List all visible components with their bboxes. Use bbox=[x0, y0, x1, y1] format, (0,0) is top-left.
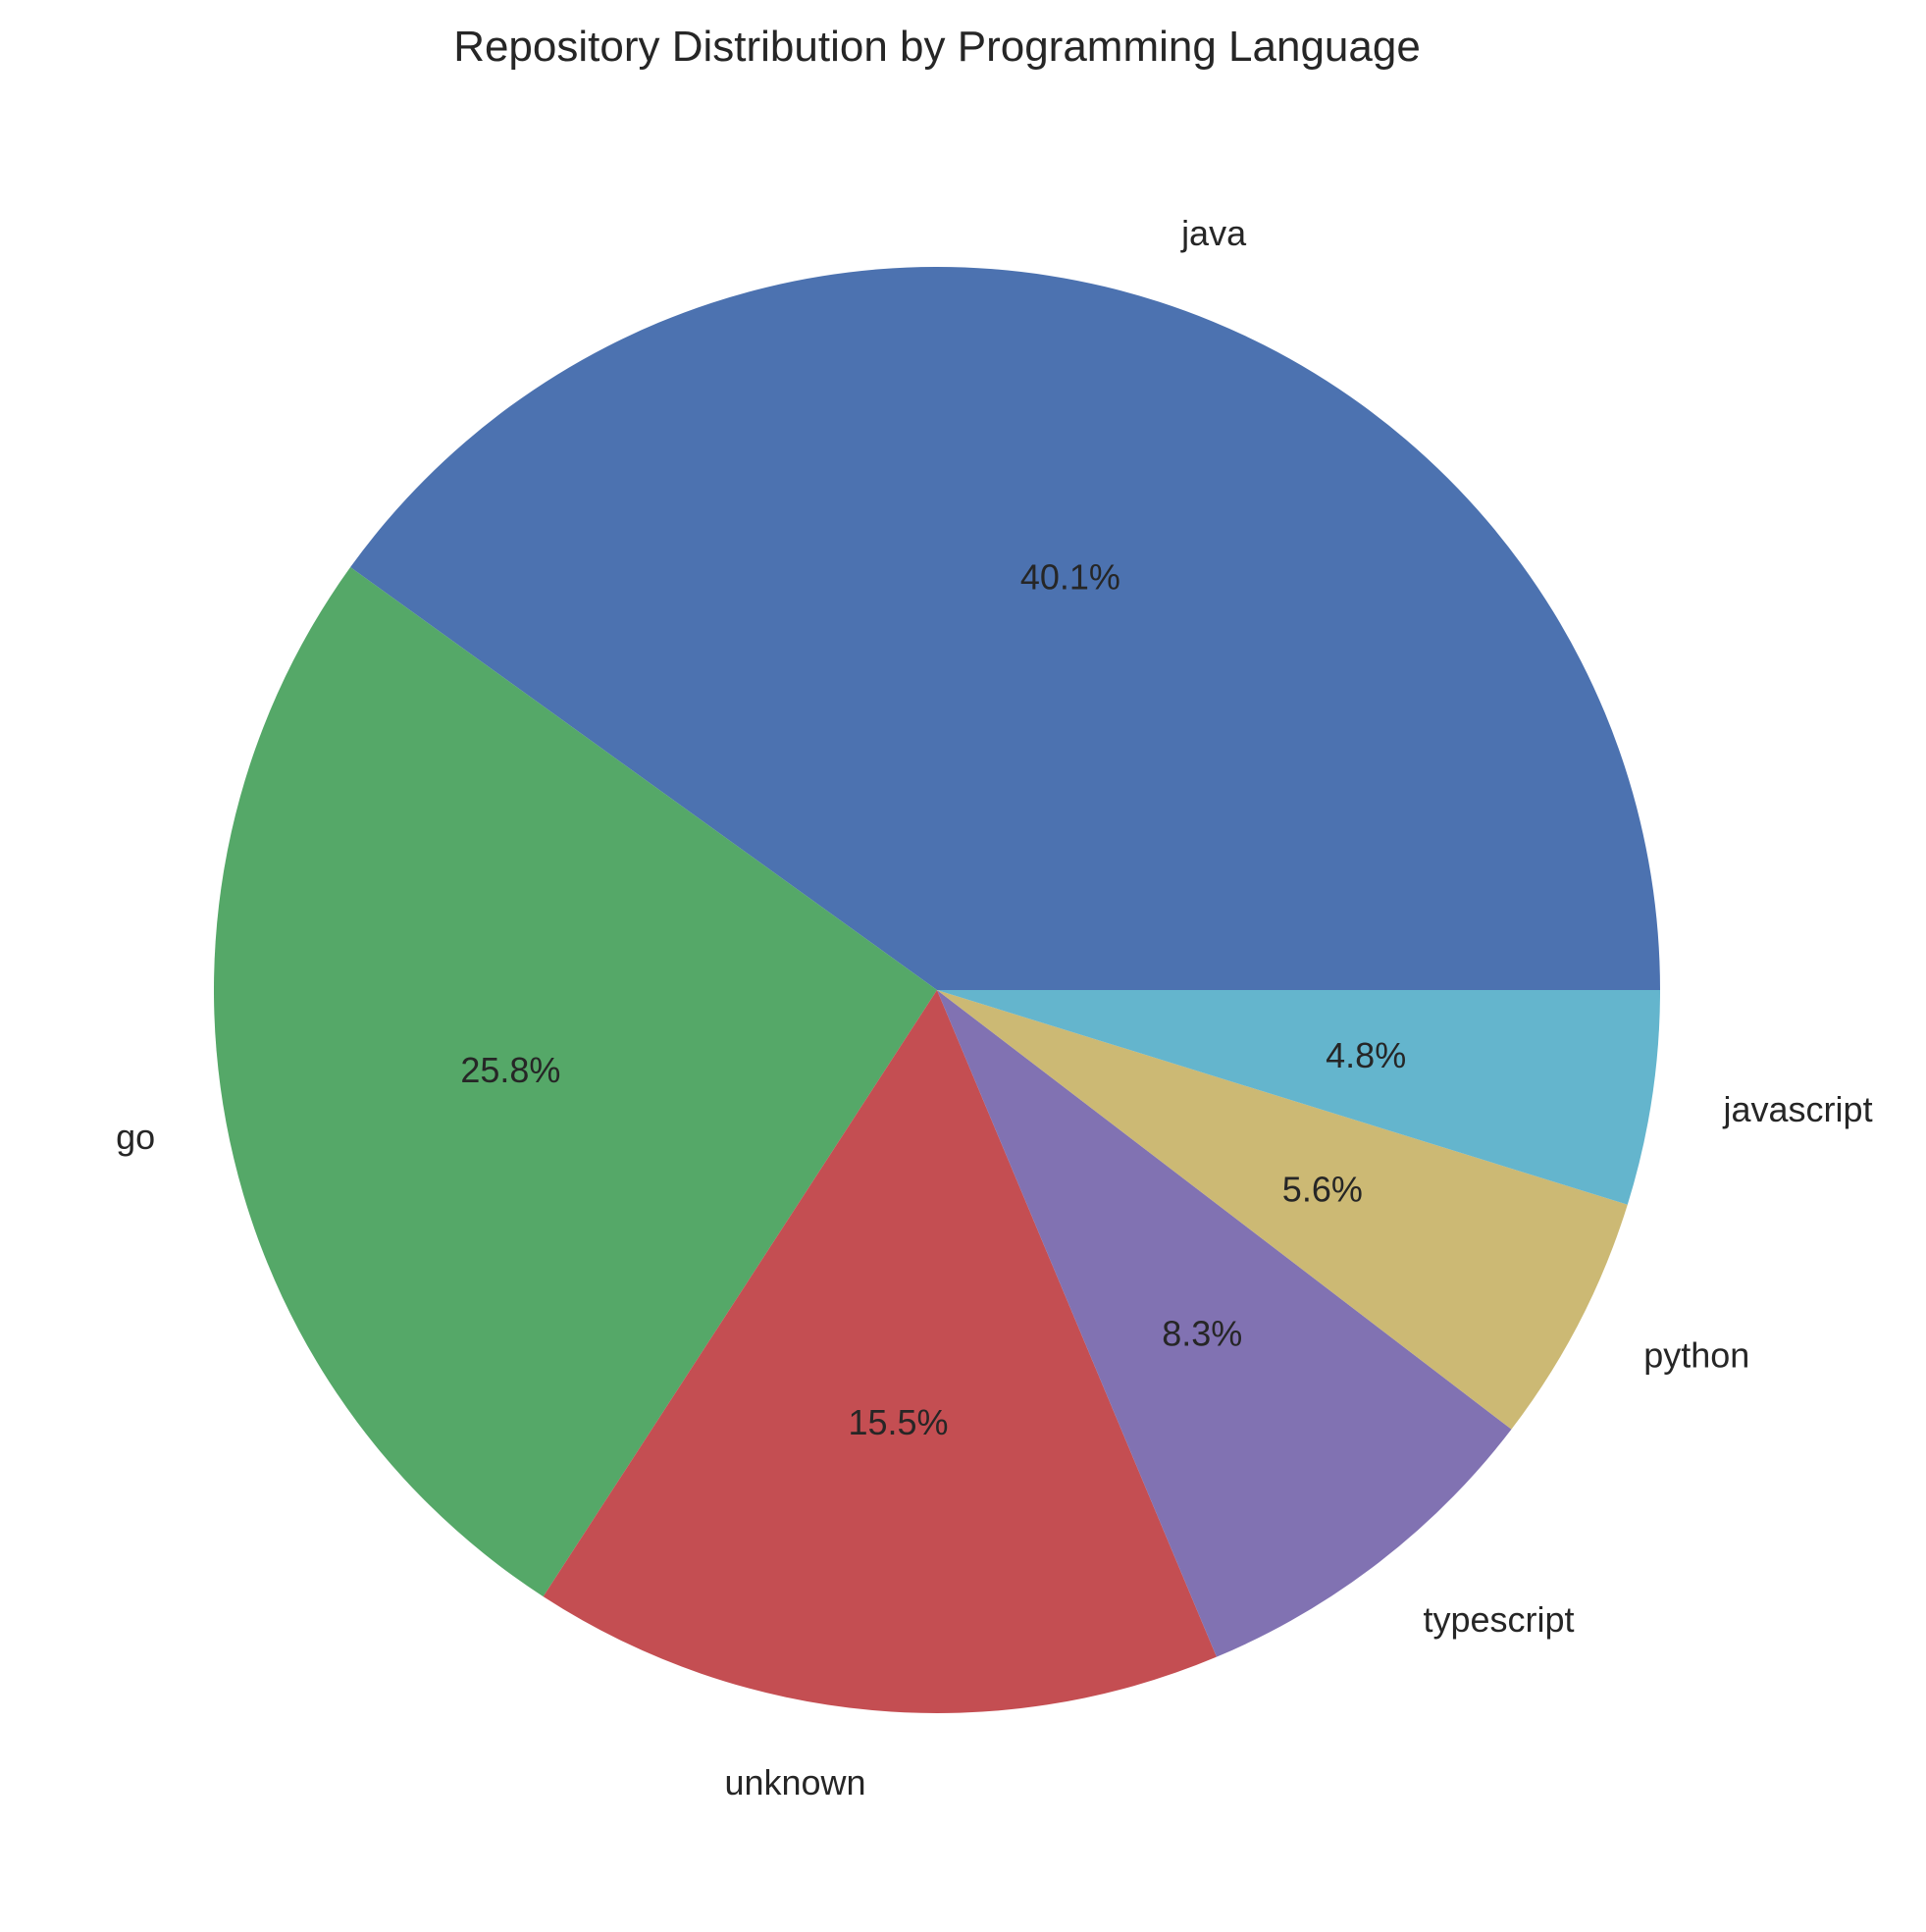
pct-label-java: 40.1% bbox=[1020, 557, 1120, 598]
pie-labels: java 40.1% go 25.8% unknown 15.5% typescript 8.… bbox=[116, 213, 1872, 1802]
pie-slice-java bbox=[350, 267, 1661, 991]
pie-slice-python bbox=[937, 990, 1628, 1430]
pie-slice-javascript bbox=[937, 990, 1660, 1205]
slice-label-typescript: typescript bbox=[1423, 1599, 1574, 1640]
pct-label-typescript: 8.3% bbox=[1162, 1314, 1242, 1354]
pie-slices bbox=[213, 267, 1661, 1713]
pie-slice-go bbox=[213, 567, 937, 1597]
slice-label-python: python bbox=[1643, 1335, 1749, 1376]
slice-label-go: go bbox=[116, 1117, 155, 1157]
pct-label-unknown: 15.5% bbox=[848, 1402, 948, 1442]
chart-title: Repository Distribution by Programming L… bbox=[453, 23, 1421, 71]
pct-label-python: 5.6% bbox=[1282, 1170, 1363, 1210]
pct-label-go: 25.8% bbox=[460, 1050, 560, 1090]
pie-slice-unknown bbox=[543, 990, 1217, 1713]
pie-slice-typescript bbox=[937, 990, 1512, 1657]
pct-label-javascript: 4.8% bbox=[1326, 1035, 1406, 1075]
slice-label-javascript: javascript bbox=[1723, 1089, 1873, 1129]
slice-label-unknown: unknown bbox=[724, 1762, 865, 1802]
slice-label-java: java bbox=[1180, 213, 1247, 253]
